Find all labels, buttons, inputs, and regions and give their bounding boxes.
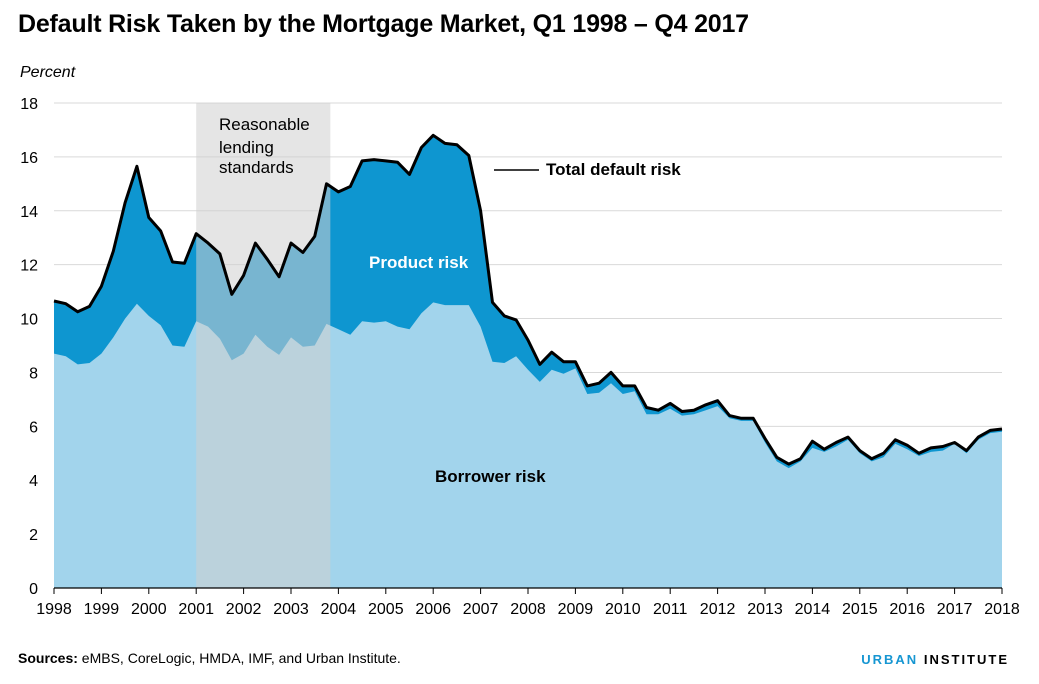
brand-part-1: URBAN — [861, 652, 919, 667]
x-axis-ticks — [53, 588, 1003, 594]
product-risk-label: Product risk — [369, 253, 469, 272]
x-tick-label: 2001 — [178, 601, 214, 618]
x-tick-label: 2010 — [605, 601, 641, 618]
shaded-region-label-line-1: Reasonable — [219, 115, 310, 134]
y-tick-label: 10 — [20, 312, 38, 329]
sources-text: eMBS, CoreLogic, HMDA, IMF, and Urban In… — [77, 650, 401, 666]
x-tick-label: 2012 — [700, 601, 736, 618]
y-tick-label: 0 — [29, 581, 38, 598]
urban-institute-logo: URBAN INSTITUTE — [861, 652, 1009, 667]
x-tick-label: 2011 — [653, 601, 688, 618]
sources-label: Sources: — [18, 650, 78, 666]
x-tick-label: 2018 — [984, 601, 1020, 618]
x-tick-label: 1999 — [84, 601, 120, 618]
x-tick-label: 2000 — [131, 601, 167, 618]
x-tick-label: 2008 — [510, 601, 546, 618]
y-tick-label: 12 — [20, 258, 38, 275]
x-tick-label: 2009 — [558, 601, 594, 618]
shaded-region-label-line-3: standards — [219, 158, 294, 177]
y-tick-label: 14 — [20, 204, 38, 221]
x-tick-label: 2017 — [937, 601, 973, 618]
reasonable-lending-shade — [196, 103, 331, 588]
y-tick-label: 16 — [20, 150, 38, 167]
x-tick-label: 2014 — [795, 601, 831, 618]
chart-title: Default Risk Taken by the Mortgage Marke… — [18, 10, 749, 38]
sources-note: Sources: eMBS, CoreLogic, HMDA, IMF, and… — [18, 650, 401, 666]
y-tick-label: 4 — [29, 473, 38, 490]
y-tick-label: 6 — [29, 419, 38, 436]
borrower-risk-label: Borrower risk — [435, 467, 546, 486]
brand-part-2: INSTITUTE — [923, 652, 1009, 667]
x-tick-label: 2007 — [463, 601, 499, 618]
x-axis-tick-labels: 1998 1999 2000 2001 2002 2003 2004 2005 2006 2007… — [36, 601, 1020, 618]
x-tick-label: 2003 — [273, 601, 309, 618]
x-tick-label: 2004 — [321, 601, 357, 618]
x-tick-label: 2013 — [747, 601, 783, 618]
shaded-region-label-line-2: lending — [219, 138, 274, 157]
chart-svg: 0 2 4 6 8 10 12 14 16 18 1998 1999 2000 2001 2002 2003… — [20, 64, 1020, 618]
x-tick-label: 2006 — [415, 601, 451, 618]
x-tick-label: 1998 — [36, 601, 72, 618]
x-tick-label: 2002 — [226, 601, 262, 618]
y-tick-label: 8 — [29, 365, 38, 382]
x-tick-label: 2005 — [368, 601, 404, 618]
y-tick-label: 18 — [20, 96, 38, 113]
x-tick-label: 2016 — [889, 601, 925, 618]
y-axis-tick-labels: 0 2 4 6 8 10 12 14 16 18 — [20, 96, 38, 598]
x-tick-label: 2015 — [842, 601, 878, 618]
y-tick-label: 2 — [29, 527, 38, 544]
total-default-risk-line — [53, 133, 1003, 466]
y-axis-label: Percent — [20, 64, 76, 81]
total-default-risk-label: Total default risk — [546, 160, 681, 179]
